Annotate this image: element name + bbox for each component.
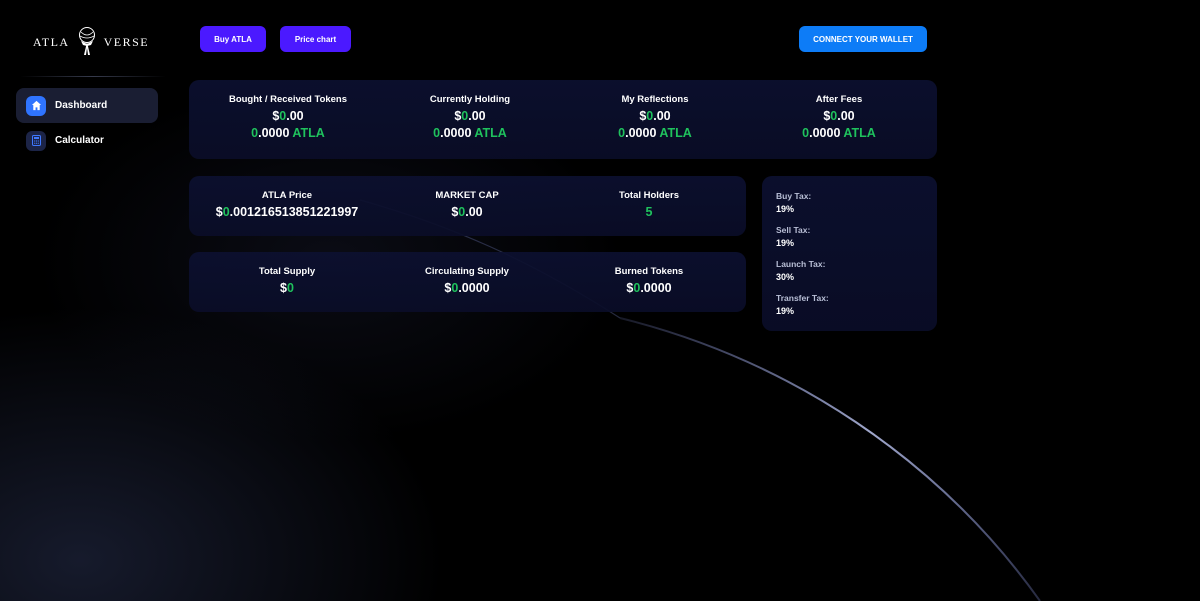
sidebar: ATLA VERSE Dashboard Calculator [0, 0, 175, 601]
stat-label: After Fees [815, 94, 863, 105]
stat-token-value: 0.0000 ATLA [251, 126, 325, 140]
stat-usd-value: $0.00 [454, 109, 486, 123]
market-cap-stat: MARKET CAP $0.00 [369, 190, 565, 221]
stat-label: Total Holders [619, 190, 679, 201]
logo-text-left: ATLA [32, 34, 70, 49]
transfer-tax: Transfer Tax: 19% [776, 292, 829, 318]
calculator-icon [26, 130, 46, 151]
tax-value: 19% [776, 238, 795, 248]
stat-value: $0.001216513851221997 [215, 205, 359, 219]
atla-price-stat: ATLA Price $0.001216513851221997 [189, 190, 385, 221]
total-holders-stat: Total Holders 5 [551, 190, 747, 221]
stat-label: Bought / Received Tokens [228, 94, 348, 105]
tax-label: Buy Tax: [776, 191, 812, 201]
stat-value: $0.0000 [626, 281, 672, 295]
stat-label: Circulating Supply [425, 266, 509, 277]
currently-holding-stat: Currently Holding $0.00 0.0000 ATLA [371, 94, 569, 142]
brand-logo[interactable]: ATLA VERSE [16, 22, 166, 62]
stat-usd-value: $0.00 [639, 109, 671, 123]
logo-text-right: VERSE [103, 34, 150, 49]
tax-value: 30% [776, 272, 795, 282]
connect-wallet-button[interactable]: CONNECT YOUR WALLET [799, 26, 927, 52]
bought-received-stat: Bought / Received Tokens $0.00 0.0000 AT… [189, 94, 387, 142]
sidebar-item-dashboard[interactable]: Dashboard [16, 88, 158, 123]
stat-label: Burned Tokens [614, 266, 684, 277]
price-chart-button[interactable]: Price chart [280, 26, 351, 52]
stat-value: $0.0000 [444, 281, 490, 295]
market-card: ATLA Price $0.001216513851221997 MARKET … [189, 176, 746, 236]
buy-tax: Buy Tax: 19% [776, 190, 811, 216]
stat-token-value: 0.0000 ATLA [618, 126, 692, 140]
my-reflections-stat: My Reflections $0.00 0.0000 ATLA [556, 94, 754, 142]
home-icon [26, 95, 46, 116]
stat-value: $0 [280, 281, 294, 295]
circulating-supply-stat: Circulating Supply $0.0000 [369, 266, 565, 297]
stat-label: Total Supply [258, 266, 316, 277]
stat-token-value: 0.0000 ATLA [802, 126, 876, 140]
tax-label: Sell Tax: [776, 225, 811, 235]
atlas-logo-icon [78, 27, 95, 55]
sell-tax: Sell Tax: 19% [776, 224, 810, 250]
buy-atla-button[interactable]: Buy ATLA [200, 26, 266, 52]
tax-card: Buy Tax: 19% Sell Tax: 19% Launch Tax: 3… [762, 176, 937, 331]
stat-label: MARKET CAP [435, 190, 499, 201]
sidebar-item-calculator[interactable]: Calculator [16, 123, 158, 158]
stat-label: ATLA Price [261, 190, 313, 201]
supply-card: Total Supply $0 Circulating Supply $0.00… [189, 252, 746, 312]
logo-divider [20, 76, 166, 77]
burned-tokens-stat: Burned Tokens $0.0000 [551, 266, 747, 297]
stat-label: My Reflections [621, 94, 689, 105]
launch-tax: Launch Tax: 30% [776, 258, 825, 284]
tax-label: Launch Tax: [776, 259, 826, 269]
stat-label: Currently Holding [429, 94, 511, 105]
stat-value: 5 [645, 205, 653, 219]
after-fees-stat: After Fees $0.00 0.0000 ATLA [740, 94, 938, 142]
tax-label: Transfer Tax: [776, 293, 829, 303]
holdings-card: Bought / Received Tokens $0.00 0.0000 AT… [189, 80, 937, 159]
total-supply-stat: Total Supply $0 [189, 266, 385, 297]
tax-value: 19% [776, 306, 795, 316]
stat-token-value: 0.0000 ATLA [433, 126, 507, 140]
tax-value: 19% [776, 204, 795, 214]
sidebar-item-label: Calculator [55, 135, 104, 146]
stat-value: $0.00 [451, 205, 483, 219]
stat-usd-value: $0.00 [823, 109, 855, 123]
stat-usd-value: $0.00 [272, 109, 304, 123]
sidebar-item-label: Dashboard [55, 100, 108, 111]
